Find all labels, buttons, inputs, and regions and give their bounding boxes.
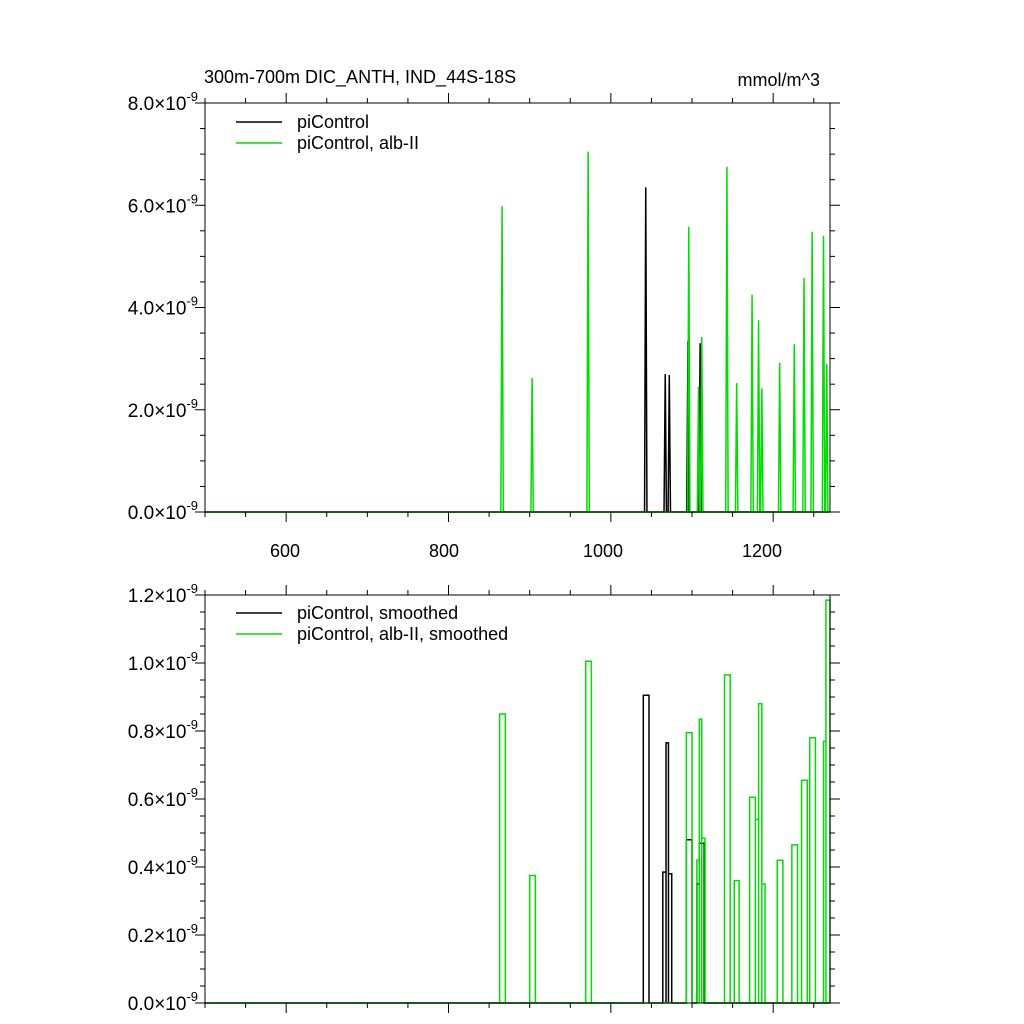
- top-y-tick-labels: 0.0×10-9 2.0×10-9 4.0×10-9 6.0×10-9 8.0×10-9: [128, 89, 198, 524]
- y-tick-label: 0.6×10-9: [128, 785, 198, 811]
- y-tick-label: 0.2×10-9: [128, 921, 198, 947]
- top-chart-title: 300m-700m DIC_ANTH, IND_44S-18S: [204, 67, 516, 88]
- series-picontrol-smoothed: [205, 694, 830, 1004]
- y-tick-label: 6.0×10-9: [128, 191, 198, 217]
- top-axis-ticks: [195, 93, 840, 522]
- y-tick-label: 0.0×10-9: [128, 989, 198, 1015]
- top-x-tick-label: 800: [429, 541, 459, 561]
- y-tick-label: 1.0×10-9: [128, 649, 198, 675]
- y-tick-label: 0.0×10-9: [128, 498, 198, 524]
- y-tick-label: 0.8×10-9: [128, 717, 198, 743]
- top-legend: piControl piControl, alb-II: [236, 112, 419, 153]
- top-plot-frame: [204, 102, 831, 513]
- top-x-tick-label: 1000: [583, 541, 623, 561]
- bottom-series-group: [205, 599, 831, 1004]
- y-tick-label: 4.0×10-9: [128, 294, 198, 320]
- legend-label-piControl: piControl: [297, 112, 369, 132]
- top-x-tick-label: 1200: [742, 541, 782, 561]
- y-tick-label: 1.2×10-9: [128, 581, 198, 607]
- bottom-plot-frame: [204, 594, 831, 1004]
- legend-label-alb-smoothed: piControl, alb-II, smoothed: [297, 624, 508, 644]
- y-tick-label: 0.4×10-9: [128, 853, 198, 879]
- bottom-axis-ticks: [195, 585, 840, 1013]
- series-picontrol-alb-ii: [205, 151, 830, 513]
- legend-label-alb: piControl, alb-II: [297, 133, 419, 153]
- top-series-group: [205, 151, 830, 513]
- top-x-tick-labels: 600 800 1000 1200: [270, 541, 782, 561]
- bottom-panel: 0.0×10-9 0.2×10-9 0.4×10-9 0.6×10-9 0.8×10-9…: [128, 581, 840, 1015]
- bottom-legend: piControl, smoothed piControl, alb-II, s…: [236, 603, 508, 644]
- top-x-tick-label: 600: [270, 541, 300, 561]
- y-tick-label: 2.0×10-9: [128, 396, 198, 422]
- legend-label-piControl-smoothed: piControl, smoothed: [297, 603, 458, 623]
- bottom-y-tick-labels: 0.0×10-9 0.2×10-9 0.4×10-9 0.6×10-9 0.8×10-9…: [128, 581, 198, 1015]
- top-panel: 300m-700m DIC_ANTH, IND_44S-18S mmol/m^3…: [128, 67, 840, 561]
- series-picontrol-alb-ii-smoothed: [205, 599, 831, 1004]
- y-tick-label: 8.0×10-9: [128, 89, 198, 115]
- top-chart-units: mmol/m^3: [738, 70, 820, 90]
